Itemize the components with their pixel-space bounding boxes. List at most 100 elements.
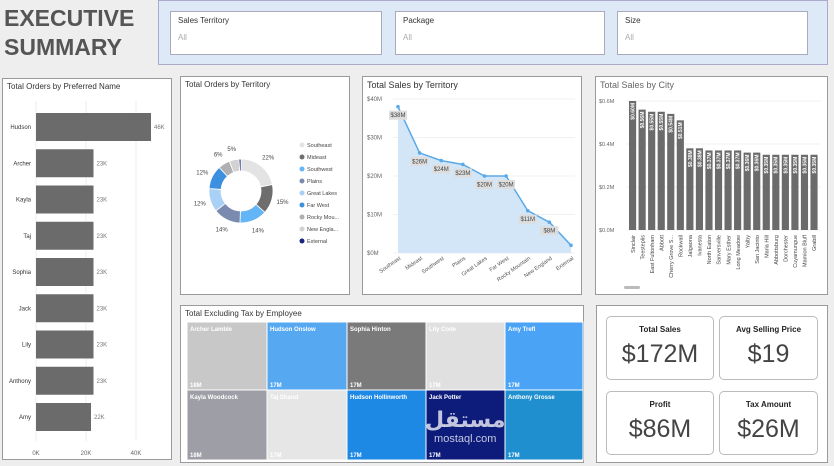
bar [657, 111, 665, 230]
y-tick-label: $0.4M [599, 142, 615, 148]
tile [425, 321, 506, 391]
data-label: $11M [520, 217, 535, 223]
kpi-card: Avg Selling Price $19 [719, 316, 818, 380]
data-label: 23K [97, 234, 108, 240]
y-tick-label: Amy [19, 415, 31, 421]
label-box [540, 226, 559, 236]
y-tick-label: $0.2M [599, 185, 615, 191]
label-box [475, 180, 494, 189]
chart-title: Total Sales by Territory [367, 80, 458, 90]
x-tick-label: Southeast [378, 255, 402, 274]
slicer[interactable]: Size All [617, 11, 808, 55]
bar [686, 148, 694, 230]
x-tick-label: Southwest [421, 255, 446, 275]
label-box [389, 110, 407, 120]
data-label: 14% [252, 229, 265, 235]
bar [762, 154, 770, 230]
bar [734, 150, 742, 230]
data-label: $0.37M [707, 152, 713, 169]
data-label: 17M [270, 453, 282, 459]
panel: 0K 20K 40K Hudson 46K Archer 23K Kayla 23K Taj 23K… [2, 78, 172, 460]
y-tick-label: Hudson [10, 125, 31, 131]
data-label: $0.51M [678, 122, 684, 139]
watermark-arabic: مستقل [425, 408, 506, 433]
slicer-value: All [625, 33, 634, 42]
data-label: $0.38M [697, 150, 703, 167]
bar [638, 109, 646, 230]
legend-label: External [307, 239, 327, 245]
data-label: $26M [412, 159, 427, 165]
kpi-label: Total Sales [639, 325, 681, 334]
chart-title: Total Orders by Territory [185, 80, 271, 89]
tile-label: Sophia Hinton [350, 327, 391, 333]
chart: 22% Southeast 15% Mideast 14% Southwest 14% Pla… [194, 142, 340, 245]
x-tick-label: Maria Hill [764, 235, 770, 258]
tile [425, 389, 506, 461]
data-label: 17M [429, 453, 441, 459]
kpi-card: Tax Amount $26M [719, 391, 818, 455]
label-box [453, 168, 472, 178]
bar [695, 148, 703, 230]
data-label: $0.35M [802, 157, 808, 174]
point [504, 174, 508, 178]
tile [504, 389, 584, 461]
x-tick-label: Grabill [812, 235, 818, 251]
tile [186, 389, 268, 461]
kpi-card: Profit $86M [606, 391, 714, 455]
data-label: $0.35M [793, 157, 799, 174]
data-label: 17M [350, 453, 362, 459]
title-line: SUMMARY [4, 34, 122, 60]
y-tick-label: Anthony [9, 379, 31, 385]
legend-swatch [299, 154, 305, 160]
data-label: 12% [196, 170, 209, 176]
x-tick-label: 20K [81, 451, 92, 457]
x-tick-label: Plains [451, 256, 467, 270]
bar [781, 154, 789, 230]
bar [629, 101, 637, 230]
chart: $0M$10M$20M$30M$40M$38MSoutheast$26MMide… [367, 97, 575, 283]
x-tick-label: Dorchester [784, 235, 790, 262]
data-label: $0.55M [650, 114, 656, 131]
x-tick-label: Sinclair [631, 235, 637, 253]
slicer-label: Sales Territory [178, 16, 229, 25]
data-label: $23M [455, 171, 470, 177]
legend-label: Rocky Mou... [307, 215, 340, 221]
tile-label: Amy Trefl [508, 327, 536, 333]
slicer[interactable]: Package All [395, 11, 605, 55]
x-tick-label: Long Meadow [736, 235, 742, 270]
y-tick-label: $0M [367, 251, 379, 257]
data-label: $0.37M [736, 152, 742, 169]
tile [266, 321, 348, 391]
data-label: $8M [544, 229, 556, 235]
y-tick-label: Sophia [12, 270, 31, 276]
kpi-label: Avg Selling Price [735, 325, 802, 334]
data-label: 23K [97, 343, 108, 349]
slicer[interactable]: Sales Territory All [170, 11, 382, 55]
tile-label: Archer Lamble [190, 327, 233, 333]
bar [705, 150, 713, 230]
point [461, 162, 465, 167]
bar [667, 113, 675, 230]
x-tick-label: Sanversville [717, 235, 723, 265]
label-box [432, 164, 451, 174]
legend-swatch [299, 190, 305, 196]
bar [648, 111, 656, 230]
data-label: $0.35M [812, 157, 818, 174]
data-label: $20M [477, 183, 492, 189]
data-label: 18M [190, 383, 202, 389]
point [547, 220, 552, 224]
data-label: $0.36M [755, 155, 761, 172]
data-label: 23K [97, 379, 108, 385]
x-tick-label: Teesteplis [640, 235, 646, 260]
bar [676, 120, 684, 230]
data-label: 17M [270, 383, 282, 389]
point [569, 243, 573, 248]
legend-swatch [299, 226, 305, 232]
kpi-value: $86M [628, 415, 692, 443]
data-label: 23K [97, 161, 108, 167]
data-label: $0.37M [726, 152, 732, 169]
x-tick-label: Yalby [745, 235, 751, 249]
x-tick-label: Ivanesta [698, 234, 704, 256]
legend-swatch [299, 142, 305, 148]
panel: Total Sales $172M Avg Selling Price $19 Pr… [596, 305, 828, 463]
